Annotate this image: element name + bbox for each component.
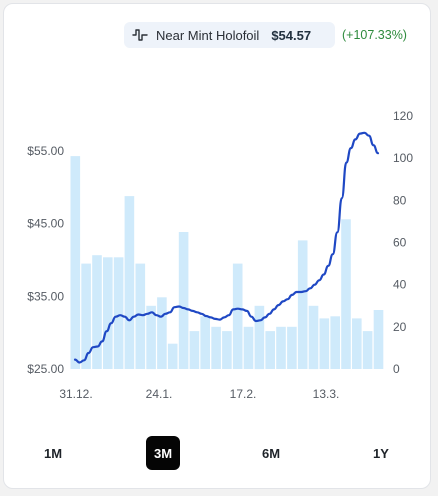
volume-bar [308,305,319,370]
x-axis: 31.12. 24.1. 17.2. 13.3. [59,387,339,401]
price-change: (+107.33%) [342,28,407,42]
volume-bar [373,310,384,369]
volume-bar [319,318,330,369]
x-tick-label: 31.12. [59,387,92,401]
volume-bar [113,257,124,369]
variant-name: Near Mint Holofoil [156,27,260,43]
volume-bar [146,305,156,370]
volume-bar [276,326,286,369]
range-selector: 1M 3M 6M 1Y [0,436,438,470]
volume-bar [92,255,102,369]
x-tick-label: 24.1. [146,387,173,401]
volume-bar [81,263,91,369]
variant-price: $54.57 [271,27,312,43]
volume-bar [243,326,254,369]
right-tick-label: 60 [393,236,407,250]
left-tick-label: $45.00 [27,217,64,231]
price-series-line [73,131,380,364]
volume-bar [157,297,167,369]
volume-bar [189,331,200,369]
volume-bars [70,156,384,370]
range-1m-button[interactable]: 1M [43,445,63,461]
volume-bar [167,343,178,369]
volume-bar [135,263,146,369]
volume-bar [341,219,351,369]
right-tick-label: 0 [393,362,400,376]
x-tick-label: 17.2. [230,387,257,401]
right-tick-label: 80 [393,193,407,207]
range-3m-button[interactable]: 3M [146,436,180,470]
variant-price-pill: Near Mint Holofoil $54.57 [124,22,335,48]
volume-bar [200,316,210,369]
volume-bar [222,331,232,369]
price-volume-chart: $55.00 $45.00 $35.00 $25.00 120 100 80 60 40 20 0… [27,109,413,401]
x-tick-label: 13.3. [313,387,340,401]
volume-bar [232,263,243,369]
volume-bar [254,305,265,370]
volume-bar [297,240,308,369]
volume-bar [70,156,81,369]
left-axis: $55.00 $45.00 $35.00 $25.00 [27,144,64,376]
left-tick-label: $25.00 [27,362,64,376]
right-axis: 120 100 80 60 40 20 0 [393,109,413,376]
volume-bar [211,326,221,369]
volume-bar [330,316,340,369]
right-tick-label: 40 [393,278,407,292]
volume-bar [287,326,297,369]
volume-bar [352,318,362,369]
left-tick-label: $55.00 [27,144,64,158]
range-6m-button[interactable]: 6M [261,445,281,461]
volume-bar [178,232,189,369]
range-1y-button[interactable]: 1Y [373,445,389,461]
price-line [73,131,380,364]
right-tick-label: 20 [393,320,407,334]
volume-bar [265,331,275,369]
right-tick-label: 100 [393,151,413,165]
volume-bar [103,257,113,369]
volume-bar [362,331,373,369]
volume-bar [124,196,135,369]
left-tick-label: $35.00 [27,289,64,303]
pulse-icon [132,29,148,41]
right-tick-label: 120 [393,109,413,123]
